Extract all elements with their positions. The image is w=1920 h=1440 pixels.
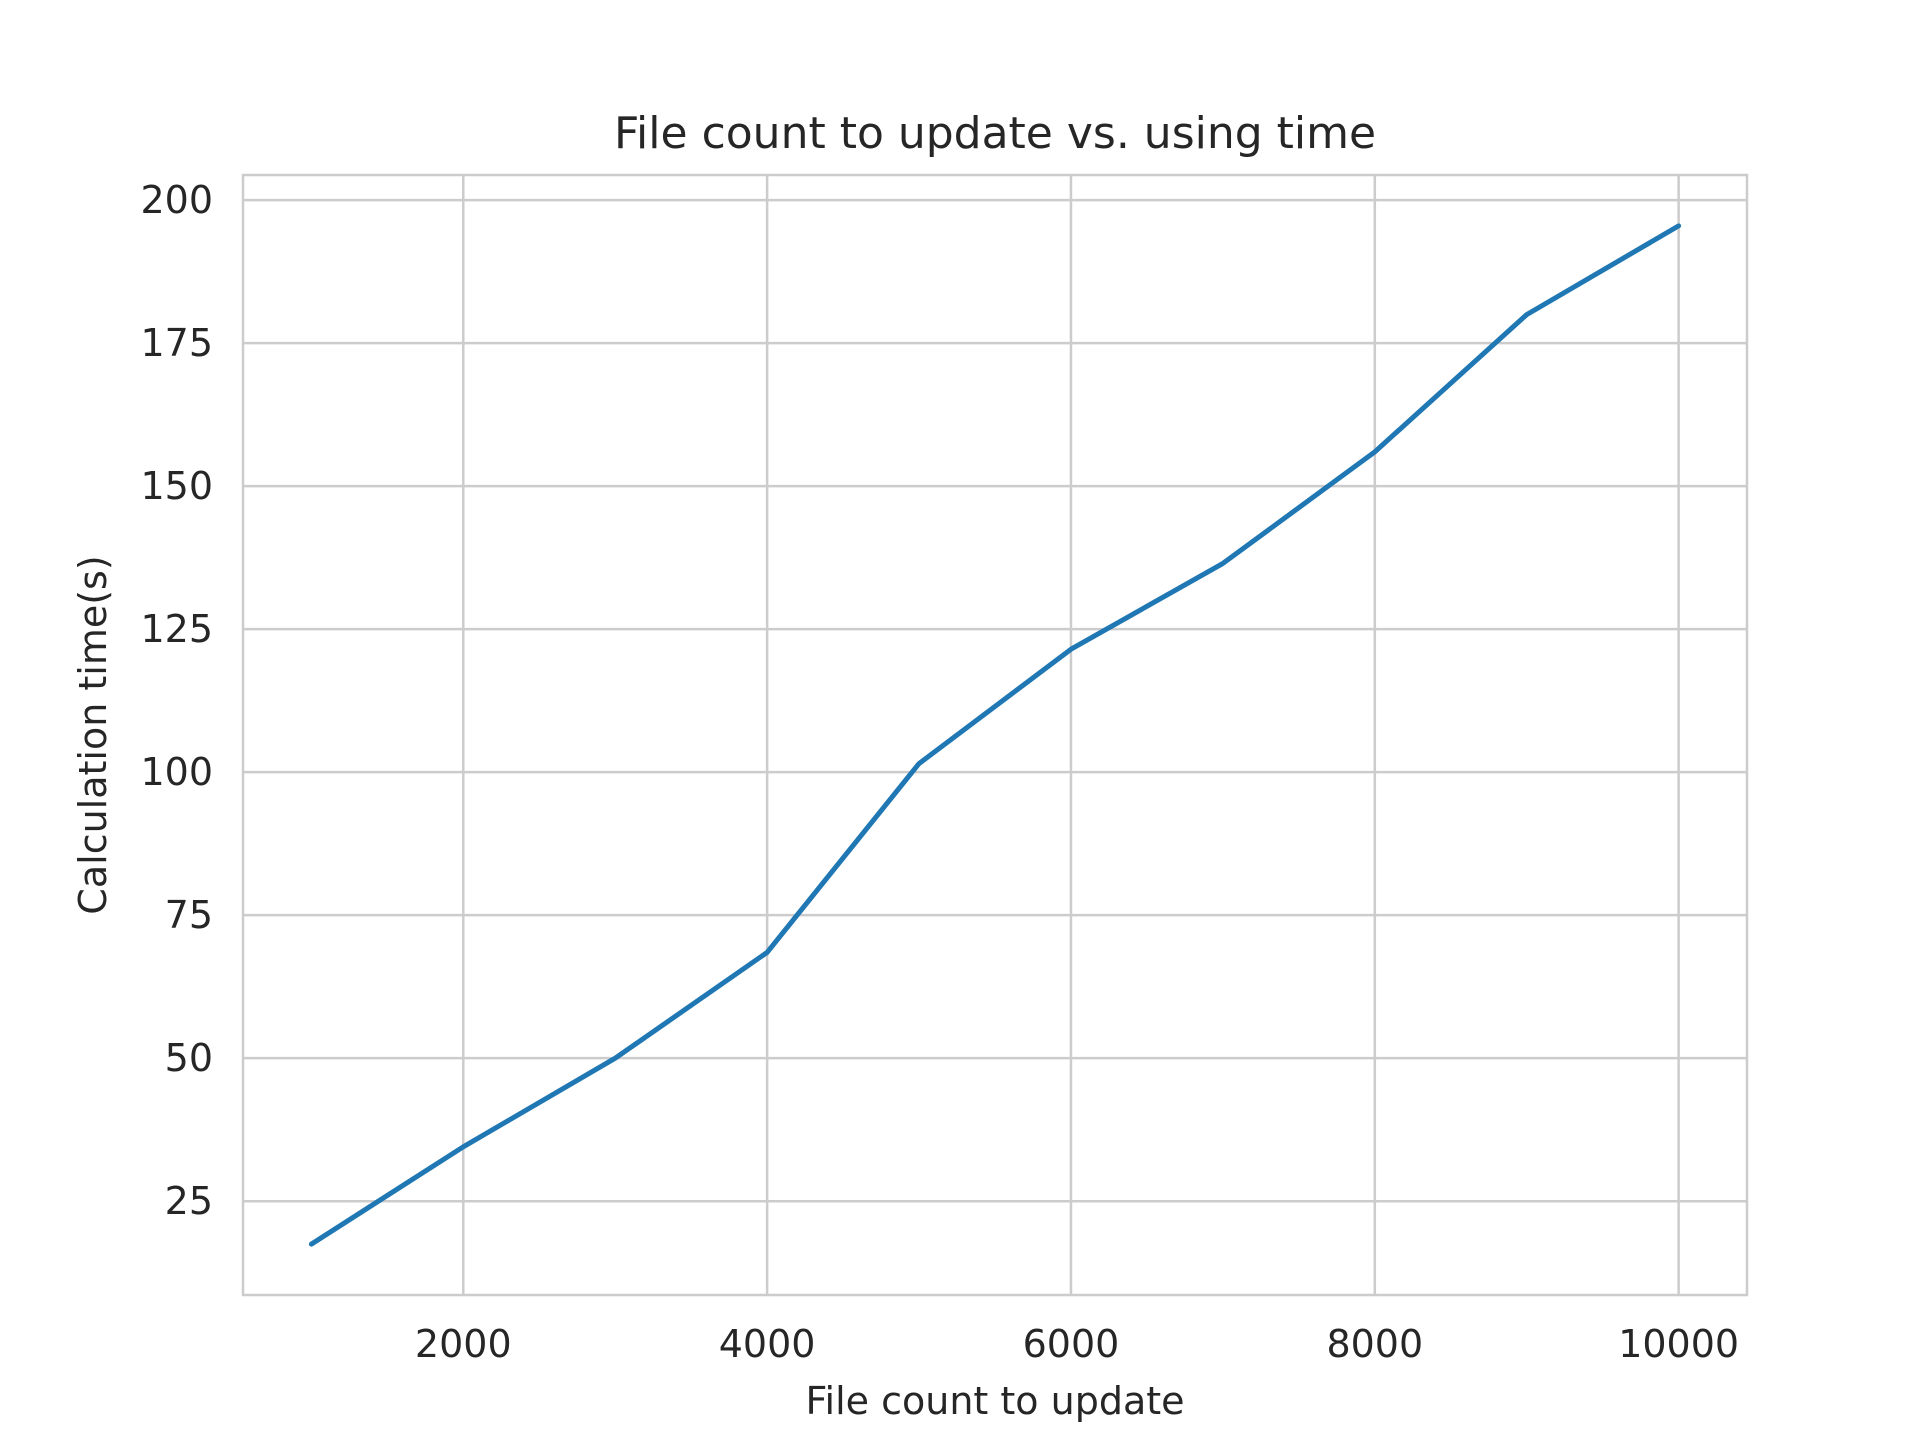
x-tick-label: 6000 xyxy=(1023,1322,1120,1366)
y-tick-label: 50 xyxy=(165,1036,213,1080)
y-tick-label: 75 xyxy=(165,893,213,937)
x-tick-label: 2000 xyxy=(415,1322,512,1366)
y-tick-label: 200 xyxy=(140,178,213,222)
x-tick-label: 4000 xyxy=(719,1322,816,1366)
y-tick-label: 150 xyxy=(140,464,213,508)
x-axis-label: File count to update xyxy=(805,1379,1184,1423)
x-tick-label: 10000 xyxy=(1618,1322,1739,1366)
chart-title: File count to update vs. using time xyxy=(614,108,1376,159)
grid xyxy=(243,175,1747,1295)
plot-frame xyxy=(241,173,1749,1297)
series-layer xyxy=(308,223,1682,1247)
x-tick-label: 8000 xyxy=(1326,1322,1423,1366)
tick-labels: 2000 4000 6000 8000 10000 25 50 75 100 125 150 175 2… xyxy=(140,178,1739,1366)
y-tick-label: 100 xyxy=(140,750,213,794)
y-tick-label: 175 xyxy=(140,321,213,365)
series-line xyxy=(308,223,1682,1247)
y-tick-label: 125 xyxy=(140,607,213,651)
y-axis-label: Calculation time(s) xyxy=(71,555,115,914)
y-tick-label: 25 xyxy=(165,1179,213,1223)
